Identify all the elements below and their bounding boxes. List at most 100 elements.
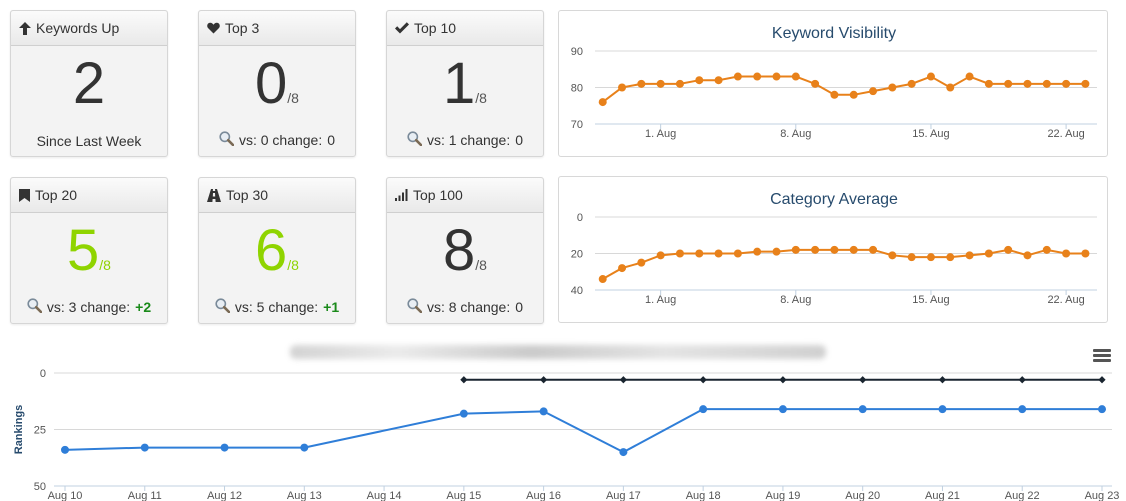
x-tick-label: Aug 17 bbox=[606, 490, 641, 501]
data-point bbox=[938, 376, 947, 384]
stat-denominator: /8 bbox=[287, 90, 299, 106]
y-tick-label: 20 bbox=[571, 249, 583, 261]
data-point bbox=[984, 79, 993, 88]
x-tick-label: Aug 14 bbox=[367, 490, 402, 501]
card-header: Top 10 bbox=[387, 11, 543, 46]
data-point bbox=[849, 245, 858, 254]
card-header: Top 100 bbox=[387, 178, 543, 213]
signal-bars-icon bbox=[395, 189, 408, 201]
x-tick-label: Aug 22 bbox=[1005, 490, 1040, 501]
data-point bbox=[1098, 376, 1106, 384]
x-tick-label: Aug 20 bbox=[845, 490, 880, 501]
stat-denominator: /8 bbox=[475, 257, 487, 273]
data-point bbox=[753, 72, 762, 81]
change-value: +1 bbox=[323, 299, 340, 315]
data-point bbox=[778, 405, 787, 414]
card-label: Top 10 bbox=[414, 19, 457, 36]
data-point bbox=[695, 76, 704, 85]
stat-value: 1 bbox=[443, 51, 476, 116]
data-point bbox=[830, 90, 839, 99]
x-tick-label: 22. Aug bbox=[1047, 294, 1084, 306]
card-footer: vs: 3 change: +2 bbox=[11, 298, 167, 316]
data-point bbox=[598, 275, 607, 284]
magnifier-icon bbox=[215, 298, 231, 316]
data-point bbox=[791, 245, 800, 254]
stat-value: 6 bbox=[255, 218, 288, 283]
stat-card-top-100: Top 100 8/8 vs: 8 change: 0 bbox=[386, 177, 544, 324]
stat-denominator: /8 bbox=[287, 257, 299, 273]
stat-value: 8 bbox=[443, 218, 476, 283]
data-point bbox=[714, 249, 723, 258]
x-tick-label: Aug 12 bbox=[207, 490, 242, 501]
stat-card-keywords-up: Keywords Up 2 Since Last Week bbox=[10, 10, 168, 157]
chart-menu-icon[interactable] bbox=[1093, 349, 1111, 363]
card-value-wrap: 5/8 bbox=[11, 222, 167, 280]
data-point bbox=[675, 79, 684, 88]
data-point bbox=[714, 76, 723, 85]
series-line-1 bbox=[64, 408, 1102, 454]
stat-value: 2 bbox=[72, 51, 106, 116]
data-point bbox=[965, 251, 974, 260]
chart-title: Category Average bbox=[770, 191, 898, 208]
data-point bbox=[733, 72, 742, 81]
chart-title: Keyword Visibility bbox=[772, 25, 896, 42]
data-point bbox=[539, 407, 548, 416]
data-point bbox=[830, 245, 839, 254]
card-label: Top 20 bbox=[35, 186, 78, 203]
data-point bbox=[1023, 79, 1032, 88]
card-header: Top 3 bbox=[199, 11, 355, 46]
data-point bbox=[675, 249, 684, 258]
stat-denominator: /8 bbox=[99, 257, 111, 273]
magnifier-icon bbox=[219, 131, 235, 149]
comparison-text: vs: 0 change: bbox=[238, 132, 323, 148]
data-point bbox=[858, 405, 867, 414]
card-value-wrap: 1/8 bbox=[387, 55, 543, 113]
data-point bbox=[598, 98, 607, 107]
data-point bbox=[938, 405, 947, 414]
card-footer: vs: 0 change: 0 bbox=[199, 131, 355, 149]
data-point bbox=[772, 72, 781, 81]
data-point bbox=[946, 253, 955, 262]
data-point bbox=[540, 376, 548, 384]
x-tick-label: 15. Aug bbox=[912, 128, 949, 140]
data-point bbox=[220, 443, 229, 452]
road-icon bbox=[207, 188, 221, 202]
x-tick-label: Aug 11 bbox=[128, 490, 162, 501]
data-point bbox=[1062, 249, 1071, 258]
card-header: Top 20 bbox=[11, 178, 167, 213]
card-footer: vs: 8 change: 0 bbox=[387, 298, 543, 316]
change-value: 0 bbox=[327, 132, 336, 148]
card-label: Keywords Up bbox=[36, 19, 120, 36]
x-tick-label: 8. Aug bbox=[780, 128, 811, 140]
card-header: Top 30 bbox=[199, 178, 355, 213]
card-value-wrap: 0/8 bbox=[199, 55, 355, 113]
y-tick-label: 80 bbox=[571, 83, 583, 95]
card-label: Top 30 bbox=[226, 186, 269, 203]
card-footer: vs: 5 change: +1 bbox=[199, 298, 355, 316]
magnifier-icon bbox=[407, 298, 423, 316]
data-point bbox=[811, 245, 820, 254]
card-label: Top 3 bbox=[225, 19, 260, 36]
data-point bbox=[888, 83, 897, 92]
redacted-url bbox=[290, 345, 826, 359]
series-line bbox=[602, 248, 1086, 280]
card-footer: Since Last Week bbox=[11, 133, 167, 149]
card-header: Keywords Up bbox=[11, 11, 167, 46]
data-point bbox=[869, 87, 878, 96]
stat-card-top-10: Top 10 1/8 vs: 1 change: 0 bbox=[386, 10, 544, 157]
data-point bbox=[1062, 79, 1071, 88]
data-point bbox=[695, 249, 704, 258]
data-point bbox=[1018, 405, 1027, 414]
x-tick-label: 1. Aug bbox=[645, 294, 676, 306]
data-point bbox=[1098, 405, 1106, 414]
data-point bbox=[1004, 245, 1013, 254]
stat-value: 5 bbox=[67, 218, 100, 283]
bookmark-icon bbox=[19, 188, 30, 202]
data-point bbox=[699, 405, 708, 414]
data-point bbox=[965, 72, 974, 81]
x-tick-label: Aug 10 bbox=[48, 490, 83, 501]
data-point bbox=[1042, 245, 1051, 254]
data-point bbox=[300, 443, 309, 452]
data-point bbox=[888, 251, 897, 260]
data-point bbox=[637, 258, 646, 267]
